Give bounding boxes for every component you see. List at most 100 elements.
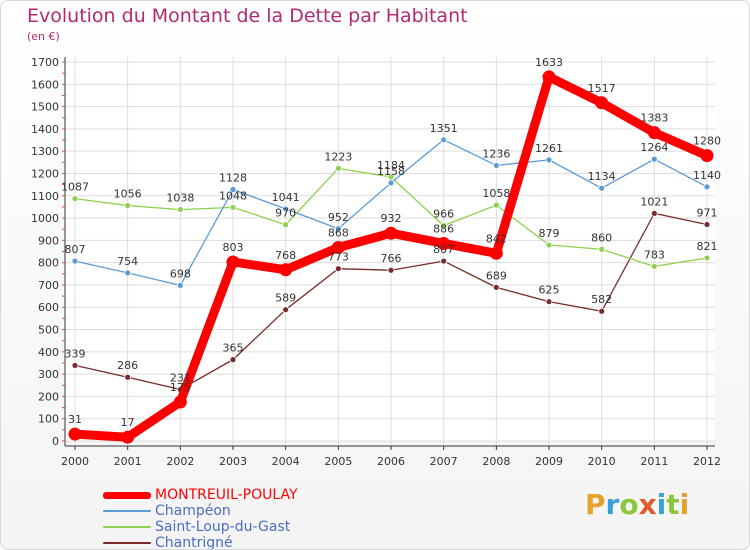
- data-label-montreuil-poulay-2003: 803: [223, 241, 244, 254]
- point-champeon-2000: [71, 257, 79, 265]
- data-label-champeon-2005: 952: [328, 211, 349, 224]
- point-saint-loup-du-gast-2007: [440, 222, 448, 230]
- point-chantrigne-2007: [440, 257, 448, 265]
- point-chantrigne-2005: [334, 265, 342, 273]
- data-label-chantrigne-2012: 971: [697, 207, 718, 220]
- y-tick-label-1500: 1500: [31, 101, 59, 114]
- data-label-saint-loup-du-gast-2002: 1038: [166, 192, 194, 205]
- y-tick-label-1200: 1200: [31, 167, 59, 180]
- x-tick-label-2004: 2004: [272, 455, 300, 468]
- logo-letter: x: [638, 488, 657, 521]
- grid-layer: [65, 57, 715, 446]
- x-tick-label-2010: 2010: [588, 455, 616, 468]
- point-montreuil-poulay-2008: [489, 246, 503, 260]
- point-champeon-2007: [440, 136, 448, 144]
- point-champeon-2005: [334, 225, 342, 233]
- data-label-champeon-2002: 698: [170, 267, 191, 280]
- point-champeon-2002: [176, 281, 184, 289]
- y-tick-label-1100: 1100: [31, 190, 59, 203]
- data-label-champeon-2009: 1261: [535, 142, 563, 155]
- x-tick-label-2001: 2001: [114, 455, 142, 468]
- point-montreuil-poulay-2000: [68, 427, 82, 441]
- data-label-champeon-2010: 1134: [588, 170, 616, 183]
- point-montreuil-poulay-2010: [595, 96, 609, 110]
- x-tick-label-2008: 2008: [482, 455, 510, 468]
- legend-swatch-champeon: [103, 510, 151, 512]
- y-tick-label-400: 400: [38, 346, 59, 359]
- data-label-chantrigne-2003: 365: [223, 342, 244, 355]
- data-label-chantrigne-2011: 1021: [640, 195, 668, 208]
- axis-layer: 0 100 200 300 400 500 600 700 800 900 1000 1100 1200…: [31, 56, 721, 468]
- data-label-chantrigne-2004: 589: [275, 292, 296, 305]
- point-montreuil-poulay-2011: [647, 126, 661, 140]
- data-label-saint-loup-du-gast-2005: 1223: [324, 150, 352, 163]
- x-tick-label-2006: 2006: [377, 455, 405, 468]
- point-saint-loup-du-gast-2002: [176, 206, 184, 213]
- data-label-champeon-2003: 1128: [219, 172, 247, 185]
- point-champeon-2006: [387, 179, 395, 187]
- data-label-saint-loup-du-gast-2008: 1058: [482, 187, 510, 200]
- y-tick-label-1400: 1400: [31, 123, 59, 136]
- data-label-montreuil-poulay-2006: 932: [381, 212, 402, 225]
- point-montreuil-poulay-2006: [384, 226, 398, 240]
- data-label-saint-loup-du-gast-2011: 783: [644, 248, 665, 261]
- point-champeon-2009: [545, 156, 553, 164]
- data-label-saint-loup-du-gast-2012: 821: [697, 240, 718, 253]
- logo-letter: i: [679, 488, 690, 521]
- data-label-montreuil-poulay-2008: 842: [486, 232, 507, 245]
- logo-letter: i: [656, 488, 667, 521]
- point-saint-loup-du-gast-2010: [598, 245, 606, 253]
- legend-swatch-chantrigne: [103, 542, 151, 544]
- data-label-champeon-2001: 754: [117, 255, 138, 268]
- point-montreuil-poulay-2003: [226, 255, 240, 269]
- point-montreuil-poulay-2005: [331, 240, 345, 254]
- y-tick-label-300: 300: [38, 368, 59, 381]
- data-label-chantrigne-2009: 625: [539, 284, 560, 297]
- data-label-saint-loup-du-gast-2007: 966: [433, 208, 454, 221]
- point-champeon-2003: [229, 186, 237, 193]
- y-tick-label-1600: 1600: [31, 78, 59, 91]
- point-chantrigne-2001: [124, 373, 132, 381]
- data-label-champeon-2006: 1158: [377, 165, 405, 178]
- point-champeon-2001: [124, 269, 132, 277]
- point-champeon-2011: [650, 155, 658, 163]
- point-montreuil-poulay-2007: [437, 236, 451, 250]
- data-label-chantrigne-2002: 231: [170, 372, 191, 385]
- data-label-champeon-2004: 1041: [272, 191, 300, 204]
- point-champeon-2010: [598, 184, 606, 192]
- point-saint-loup-du-gast-2009: [545, 241, 553, 249]
- x-tick-label-2009: 2009: [535, 455, 563, 468]
- label-layer: 807 754 698 1128 1041 952 1158 1351 1236 1261 1134…: [61, 56, 721, 429]
- data-label-saint-loup-du-gast-2004: 970: [275, 207, 296, 220]
- point-chantrigne-2009: [545, 298, 553, 306]
- legend-label-saint-loup-du-gast: Saint-Loup-du-Gast: [155, 519, 291, 535]
- data-label-montreuil-poulay-2009: 1633: [535, 56, 563, 69]
- data-label-champeon-2012: 1140: [693, 169, 721, 182]
- y-tick-label-0: 0: [52, 435, 59, 448]
- y-tick-label-600: 600: [38, 301, 59, 314]
- data-label-montreuil-poulay-2005: 868: [328, 226, 349, 239]
- point-chantrigne-2011: [650, 209, 658, 217]
- logo-letter: t: [666, 488, 680, 521]
- data-label-montreuil-poulay-2012: 1280: [693, 135, 721, 148]
- logo-letter: P: [585, 488, 606, 521]
- point-montreuil-poulay-2009: [542, 70, 556, 84]
- chart-title: Evolution du Montant de la Dette par Hab…: [27, 5, 468, 27]
- data-label-chantrigne-2001: 286: [117, 359, 138, 372]
- x-tick-label-2000: 2000: [61, 455, 89, 468]
- point-chantrigne-2008: [492, 283, 500, 291]
- point-montreuil-poulay-2004: [279, 263, 293, 277]
- point-chantrigne-2012: [703, 221, 711, 228]
- legend-swatch-saint-loup-du-gast: [103, 526, 151, 528]
- data-label-montreuil-poulay-2000: 31: [68, 413, 82, 426]
- y-tick-label-200: 200: [38, 390, 59, 403]
- data-label-saint-loup-du-gast-2001: 1056: [114, 188, 142, 201]
- y-tick-label-500: 500: [38, 324, 59, 337]
- x-tick-label-2007: 2007: [430, 455, 458, 468]
- logo-letter: o: [619, 488, 639, 521]
- point-saint-loup-du-gast-2011: [650, 263, 658, 270]
- data-label-saint-loup-du-gast-2000: 1087: [61, 181, 89, 194]
- x-tick-label-2012: 2012: [693, 455, 721, 468]
- point-champeon-2008: [492, 162, 500, 169]
- data-label-chantrigne-2000: 339: [65, 347, 86, 360]
